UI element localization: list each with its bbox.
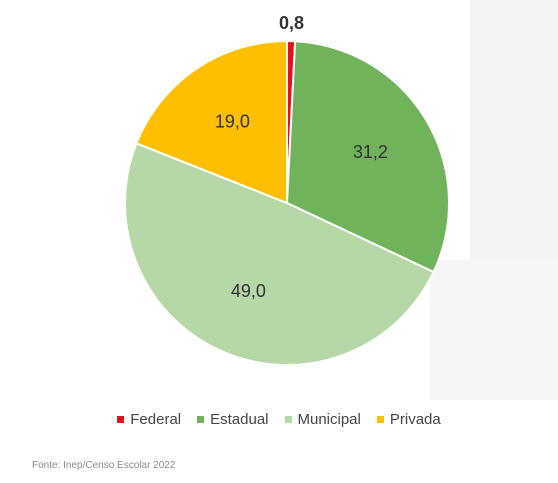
legend-label-privada: Privada	[389, 411, 441, 428]
legend-swatch-federal	[117, 416, 125, 423]
pie-data-labels: 0,8 31,2 49,0 19,0	[215, 13, 388, 301]
data-label-federal: 0,8	[279, 13, 304, 33]
pie-slices	[124, 39, 450, 366]
legend-swatch-municipal	[284, 416, 292, 423]
legend-label-estadual: Estadual	[210, 411, 269, 428]
pie-slice-privada	[135, 39, 288, 205]
data-label-municipal: 49,0	[231, 281, 266, 301]
source-note: Fonte: Inep/Censo Escolar 2022	[32, 460, 176, 471]
legend-item-federal: Federal	[117, 411, 181, 428]
background-decoration	[430, 260, 558, 400]
chart-legend: Federal Estadual Municipal Privada	[0, 411, 558, 428]
pie-slice-municipal	[124, 142, 435, 366]
data-label-estadual: 31,2	[353, 142, 388, 162]
legend-item-privada: Privada	[376, 411, 441, 428]
legend-label-federal: Federal	[130, 411, 182, 428]
legend-item-municipal: Municipal	[284, 411, 361, 428]
pie-slice-estadual	[285, 40, 450, 274]
legend-swatch-estadual	[197, 416, 205, 423]
legend-item-estadual: Estadual	[197, 411, 269, 428]
pie-chart: 0,8 31,2 49,0 19,0	[124, 13, 450, 366]
data-label-privada: 19,0	[215, 111, 250, 131]
legend-swatch-privada	[376, 416, 384, 423]
legend-label-municipal: Municipal	[297, 411, 361, 428]
